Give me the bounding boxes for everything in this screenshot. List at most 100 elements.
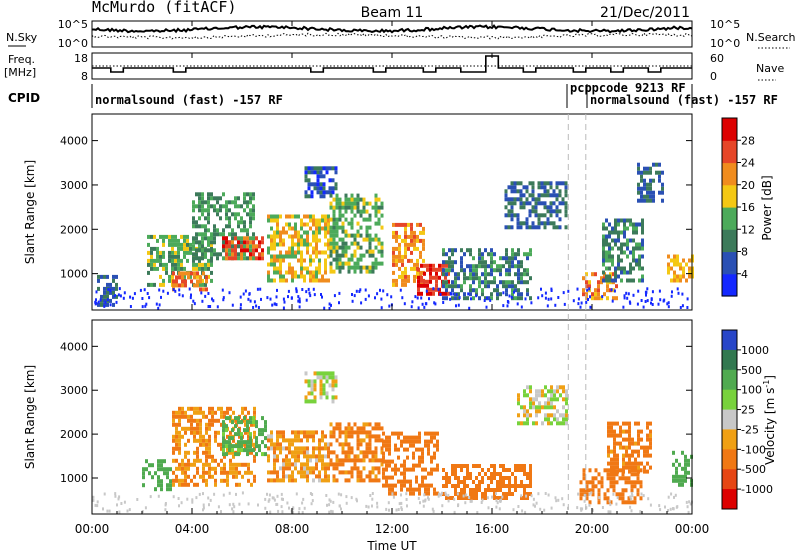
echo-cell [401, 262, 404, 267]
echo-cell [201, 262, 204, 267]
echo-cell [327, 238, 330, 243]
echo-cell [183, 274, 186, 279]
echo-cell [365, 430, 369, 435]
echo-cell [362, 438, 366, 443]
echo-cell [159, 254, 162, 259]
echo-cell [276, 270, 279, 275]
echo-cell [190, 422, 193, 427]
echo-cell [147, 270, 150, 275]
ground-scatter-cell [239, 303, 242, 307]
ground-scatter-cell [379, 288, 381, 292]
echo-cell [487, 296, 490, 301]
ground-scatter-cell [612, 492, 615, 496]
ground-scatter-cell [139, 288, 142, 292]
echo-cell [249, 224, 252, 229]
echo-cell [613, 449, 616, 454]
ground-scatter-cell [180, 501, 183, 505]
echo-cell [605, 226, 608, 231]
ground-scatter-cell [351, 299, 354, 303]
echo-cell [667, 270, 670, 275]
ground-scatter-cell [386, 293, 389, 297]
echo-cell [235, 462, 238, 467]
echo-cell [388, 451, 391, 456]
echo-cell [327, 450, 330, 455]
echo-cell [205, 287, 208, 292]
echo-cell [404, 238, 407, 243]
power-colorbar-cell [722, 273, 737, 297]
velocity-colorbar-cell [722, 409, 737, 430]
echo-cell [356, 201, 360, 206]
echo-cell [350, 257, 354, 262]
echo-cell [169, 487, 172, 492]
echo-cell [475, 496, 478, 500]
echo-cell [616, 421, 619, 426]
echo-cell [243, 244, 246, 249]
echo-cell [606, 284, 609, 289]
echo-cell [285, 474, 288, 479]
echo-cell [276, 254, 279, 259]
echo-cell [420, 283, 423, 288]
ground-scatter-cell [277, 509, 280, 513]
echo-cell [529, 252, 532, 257]
echo-cell [328, 383, 332, 388]
echo-cell [304, 178, 308, 183]
velocity-colorbar-tick-label: 500 [741, 364, 762, 377]
ground-scatter-cell [364, 288, 367, 292]
echo-cell [472, 464, 475, 468]
echo-cell [534, 201, 538, 206]
echo-cell [202, 474, 205, 479]
echo-cell [222, 448, 225, 453]
echo-cell [442, 284, 445, 289]
ground-scatter-cell [485, 296, 488, 300]
ground-scatter-cell [447, 499, 450, 503]
echo-cell [199, 422, 202, 427]
echo-cell [112, 294, 115, 299]
echo-cell [184, 414, 187, 419]
echo-cell [499, 496, 502, 500]
ground-scatter-cell [202, 503, 205, 507]
echo-cell [304, 166, 308, 171]
echo-cell [249, 220, 252, 225]
echo-cell [300, 242, 303, 247]
ground-scatter-cell [158, 303, 161, 307]
echo-cell [400, 487, 403, 492]
echo-cell [332, 209, 336, 214]
echo-cell [403, 475, 406, 480]
echo-cell [246, 236, 249, 241]
echo-cell [377, 438, 381, 443]
echo-cell [582, 468, 586, 473]
ground-scatter-cell [651, 290, 654, 294]
ground-scatter-cell [432, 287, 435, 291]
ground-scatter-cell [688, 500, 691, 504]
ground-scatter-cell [99, 298, 102, 302]
echo-cell [226, 478, 229, 483]
echo-cell [652, 178, 655, 183]
velocity-colorbar-tick-label: -1000 [741, 483, 773, 496]
echo-cell [641, 266, 644, 271]
ground-scatter-cell [311, 499, 314, 503]
echo-cell [565, 393, 568, 398]
echo-cell [555, 181, 559, 186]
echo-cell [240, 436, 243, 441]
echo-cell [238, 482, 241, 487]
echo-cell [582, 292, 585, 297]
echo-cell [517, 280, 520, 285]
echo-cell [368, 245, 372, 250]
echo-cell [282, 238, 285, 243]
echo-cell [222, 232, 225, 237]
echo-cell [407, 278, 410, 283]
echo-cell [537, 225, 541, 230]
ground-scatter-cell [123, 291, 126, 295]
echo-cell [213, 204, 216, 209]
echo-cell [516, 181, 520, 186]
echo-cell [508, 488, 511, 492]
echo-cell [190, 271, 193, 276]
echo-cell [204, 224, 207, 229]
echo-cell [356, 205, 360, 210]
echo-cell [329, 229, 333, 234]
echo-cell [175, 446, 178, 451]
echo-cell [329, 193, 333, 198]
echo-cell [205, 414, 208, 419]
echo-cell [626, 226, 629, 231]
echo-cell [442, 248, 445, 253]
